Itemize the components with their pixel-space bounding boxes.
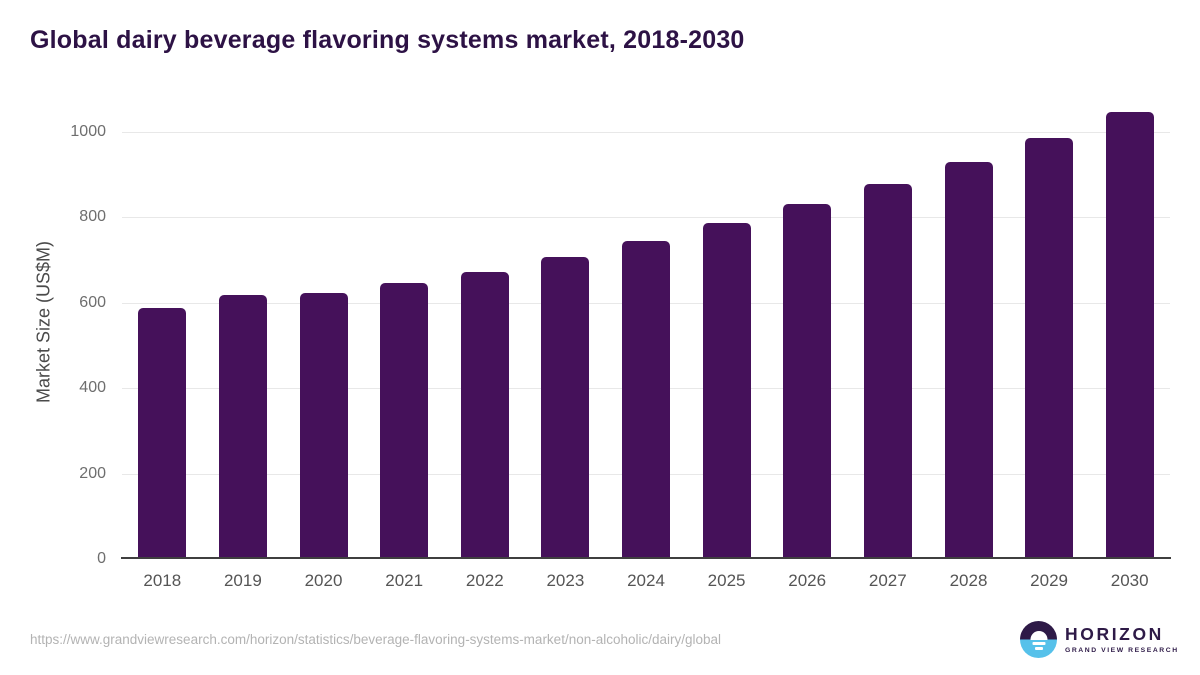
bar-2026: [783, 204, 832, 559]
bar-2025: [702, 223, 751, 559]
x-tick-label-2019: 2019: [223, 571, 262, 590]
y-tick-label-400: 400: [79, 379, 106, 397]
y-tick-label-800: 800: [79, 208, 106, 226]
x-axis-line: [121, 557, 1171, 559]
bar-2028: [944, 162, 993, 559]
bar-2023: [541, 256, 590, 559]
x-tick-label-2018: 2018: [143, 571, 182, 590]
sun-reflection-line: [1032, 642, 1045, 645]
x-tick-label-2027: 2027: [868, 571, 907, 590]
logo-brand: HORIZON: [1065, 624, 1164, 644]
bar-2029: [1025, 138, 1074, 559]
bar-2024: [622, 240, 670, 559]
bar-2020: [299, 292, 348, 559]
x-tick-label-2028: 2028: [949, 571, 988, 590]
x-tick-label-2030: 2030: [1110, 571, 1149, 590]
x-tick-label-2022: 2022: [465, 571, 504, 590]
bar-2021: [380, 283, 429, 559]
x-tick-label-2021: 2021: [385, 571, 424, 590]
bar-2022: [460, 271, 509, 559]
horizon-sun-icon: [1020, 621, 1057, 658]
x-tick-label-2020: 2020: [304, 571, 343, 590]
source-url: https://www.grandviewresearch.com/horizo…: [30, 632, 722, 647]
sun-reflection-line: [1034, 647, 1043, 650]
x-tick-label-2029: 2029: [1030, 571, 1069, 590]
logo-subbrand: GRAND VIEW RESEARCH: [1065, 647, 1179, 654]
x-tick-label-2026: 2026: [788, 571, 827, 590]
y-tick-label-600: 600: [79, 293, 106, 311]
bar-2019: [218, 295, 267, 559]
horizon-logo: HORIZON GRAND VIEW RESEARCH: [1020, 621, 1179, 658]
x-tick-label-2023: 2023: [546, 571, 585, 590]
y-tick-label-200: 200: [79, 464, 106, 482]
gridline-1000: [122, 132, 1170, 133]
bar-2018: [138, 307, 187, 559]
x-tick-label-2024: 2024: [627, 571, 665, 590]
logo-text: HORIZON GRAND VIEW RESEARCH: [1065, 621, 1179, 654]
y-tick-label-1000: 1000: [70, 123, 106, 140]
y-tick-label-0: 0: [97, 550, 106, 567]
x-tick-label-2025: 2025: [707, 571, 746, 590]
bar-2030: [1105, 112, 1154, 559]
chart-title: Global dairy beverage flavoring systems …: [30, 26, 745, 54]
gridline-800: [122, 217, 1170, 219]
bar-2027: [863, 184, 912, 559]
sun-icon: [1030, 631, 1047, 640]
